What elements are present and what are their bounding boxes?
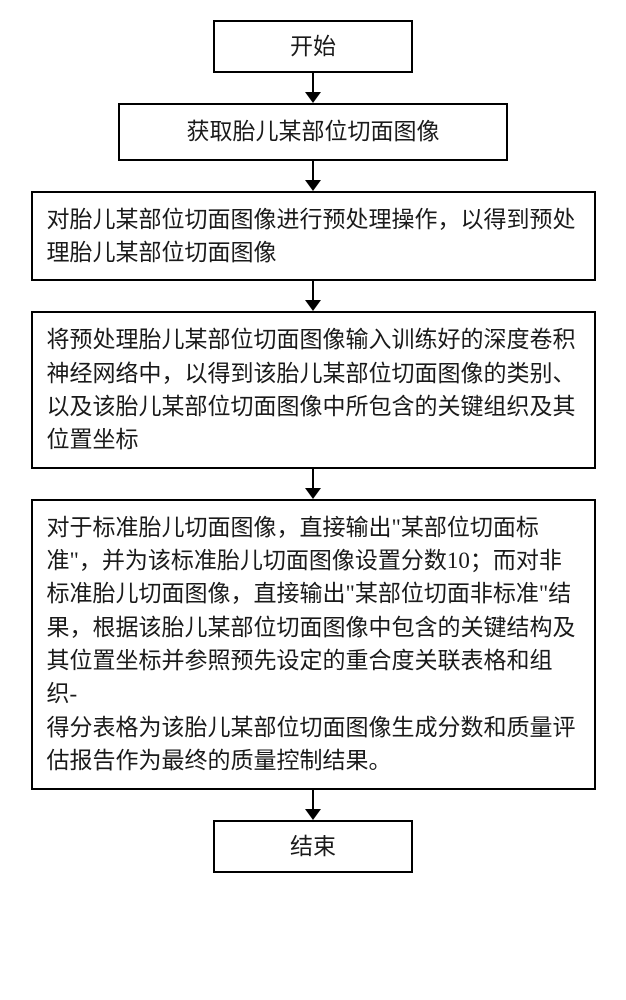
flowchart-step3-node: 将预处理胎儿某部位切面图像输入训练好的深度卷积神经网络中，以得到该胎儿某部位切面… (31, 311, 596, 468)
arrow-line (312, 73, 315, 92)
arrow-head-icon (305, 488, 321, 499)
flowchart-container: 开始 获取胎儿某部位切面图像 对胎儿某部位切面图像进行预处理操作，以得到预处理胎… (20, 20, 606, 873)
arrow-head-icon (305, 180, 321, 191)
arrow-line (312, 281, 315, 300)
flowchart-start-node: 开始 (213, 20, 413, 73)
arrow-line (312, 161, 315, 180)
start-label: 开始 (290, 34, 336, 59)
arrow-head-icon (305, 809, 321, 820)
flowchart-arrow (305, 281, 321, 311)
end-label: 结束 (290, 834, 336, 859)
arrow-line (312, 790, 315, 809)
arrow-head-icon (305, 300, 321, 311)
flowchart-end-node: 结束 (213, 820, 413, 873)
step1-label: 获取胎儿某部位切面图像 (187, 119, 440, 144)
step4-label-part2: 得分表格为该胎儿某部位切面图像生成分数和质量评估报告作为最终的质量控制结果。 (47, 715, 576, 773)
flowchart-step2-node: 对胎儿某部位切面图像进行预处理操作，以得到预处理胎儿某部位切面图像 (31, 191, 596, 282)
flowchart-arrow (305, 161, 321, 191)
step3-label: 将预处理胎儿某部位切面图像输入训练好的深度卷积神经网络中，以得到该胎儿某部位切面… (47, 327, 576, 452)
flowchart-arrow (305, 790, 321, 820)
flowchart-arrow (305, 469, 321, 499)
arrow-line (312, 469, 315, 488)
step4-label-part1: 对于标准胎儿切面图像，直接输出"某部位切面标准"，并为该标准胎儿切面图像设置分数… (47, 515, 576, 707)
flowchart-step4-node: 对于标准胎儿切面图像，直接输出"某部位切面标准"，并为该标准胎儿切面图像设置分数… (31, 499, 596, 790)
arrow-head-icon (305, 92, 321, 103)
flowchart-step1-node: 获取胎儿某部位切面图像 (118, 103, 508, 160)
step2-label: 对胎儿某部位切面图像进行预处理操作，以得到预处理胎儿某部位切面图像 (47, 207, 576, 265)
flowchart-arrow (305, 73, 321, 103)
